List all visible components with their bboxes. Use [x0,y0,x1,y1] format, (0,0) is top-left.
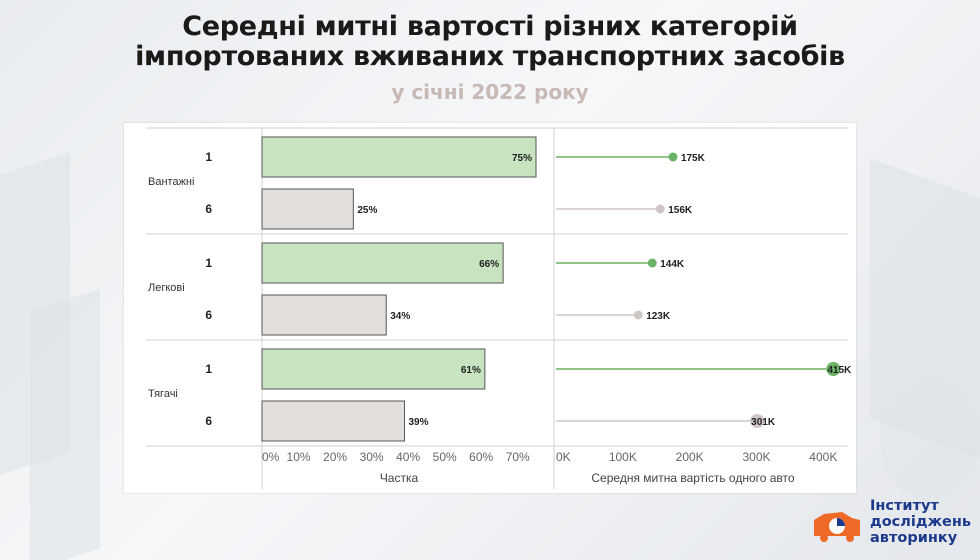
lollipop-dot [647,258,657,268]
x-tick-label: 20% [323,450,347,464]
share-bar [261,242,504,284]
x-tick-label: 30% [360,450,384,464]
share-bar [261,400,405,442]
lollipop-dot [633,310,643,320]
row-label: 6 [205,202,212,216]
share-bar-label: 25% [357,205,377,216]
row-label: 6 [205,414,212,428]
share-bar-label: 34% [390,311,410,322]
row-label: 1 [205,256,212,270]
group-label: Легкові [148,282,185,294]
share-bar [261,348,486,390]
logo-text: Інститут досліджень авторинку [870,498,971,546]
x-tick-label: 40% [396,450,420,464]
lollipop-dot [655,204,665,214]
lollipop-label: 123K [646,311,671,322]
logo-car-icon [814,512,860,542]
chart-title-line-2: імпортованих вживаних транспортних засоб… [135,41,845,72]
row-label: 1 [205,150,212,164]
share-bar-label: 75% [512,153,532,164]
x-tick-label: 200K [676,450,704,464]
x-tick-label: 0% [262,450,280,464]
share-bar-label: 66% [479,259,499,270]
row-label: 1 [205,362,212,376]
lollipop-label: 175K [681,153,706,164]
share-bar [261,188,354,230]
x-axis-title: Середня митна вартість одного авто [591,471,795,485]
x-tick-label: 300K [742,450,770,464]
chart-title-line-1: Середні митні вартості різних категорій [182,11,798,42]
x-tick-label: 400K [809,450,837,464]
group-label: Вантажні [148,176,194,188]
x-axis-title: Частка [380,471,419,485]
share-bar-label: 61% [461,365,481,376]
share-bar [261,136,537,178]
x-tick-label: 50% [433,450,457,464]
lollipop-label: 144K [660,259,685,270]
x-tick-label: 0K [556,450,571,464]
lollipop-label: 415K [827,365,852,376]
group-label: Тягачі [148,388,178,400]
x-tick-label: 100K [609,450,637,464]
x-tick-label: 70% [506,450,530,464]
lollipop-label: 156K [668,205,693,216]
lollipop-label: 301K [751,417,776,428]
logo: Інститут досліджень авторинку [812,498,972,554]
share-bar [261,294,387,336]
chart-subtitle: у січні 2022 року [391,80,589,104]
lollipop-dot [750,414,765,428]
chart-panel: Вантажні 1 75% 6 25% Легкові 1 66% 6 34% Тягачі 1 61… [124,123,856,493]
lollipop-dot [668,152,678,162]
logo-text-line-1: Інститут [870,498,939,514]
share-bar-label: 39% [408,417,428,428]
row-label: 6 [205,308,212,322]
x-tick-label: 60% [469,450,493,464]
lollipop-dot [826,362,841,376]
x-tick-label: 10% [287,450,311,464]
logo-text-line-3: авторинку [870,530,958,546]
logo-text-line-2: досліджень [870,514,972,530]
